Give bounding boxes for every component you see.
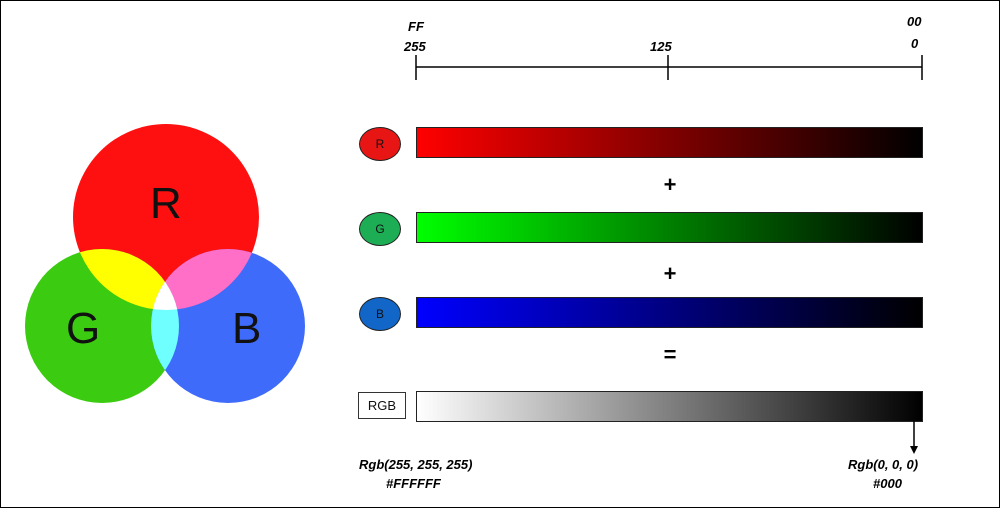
venn-label-g: G (66, 304, 100, 353)
plus-operator: + (663, 261, 677, 286)
scale-right-dec: 0 (911, 36, 919, 51)
result-left-rgb: Rgb(255, 255, 255) (359, 457, 473, 472)
scale-left-hex: FF (408, 19, 424, 34)
channel-chip-label: B (375, 307, 384, 321)
channel-chip-label: G (375, 222, 385, 236)
green-gradient-bar (416, 212, 923, 243)
magenta-overlap (151, 249, 259, 310)
yellow-overlap (73, 249, 179, 310)
venn-label-b: B (232, 304, 261, 353)
scale-mid-dec: 125 (650, 39, 672, 54)
channel-chip-g: G (359, 212, 401, 246)
rgb-venn-diagram: R G B (25, 124, 305, 403)
value-scale-axis (415, 55, 923, 80)
plus-operator: + (663, 172, 677, 197)
venn-label-r: R (150, 179, 182, 228)
blue-gradient-bar (416, 297, 923, 328)
result-right-hex: #000 (873, 476, 902, 491)
rgb-result-gradient-bar (416, 391, 923, 422)
rgb-result-text: RGB (367, 398, 397, 413)
result-left-hex: #FFFFFF (386, 476, 441, 491)
result-right-rgb: Rgb(0, 0, 0) (848, 457, 919, 472)
scale-left-dec: 255 (404, 39, 426, 54)
equals-operator: = (663, 342, 677, 367)
channel-chip-b: B (359, 297, 401, 331)
red-gradient-bar (416, 127, 923, 158)
rgb-result-label: RGB (358, 392, 406, 419)
channel-chip-label: R (375, 137, 385, 151)
scale-right-hex: 00 (907, 14, 922, 29)
channel-chip-r: R (359, 127, 401, 161)
